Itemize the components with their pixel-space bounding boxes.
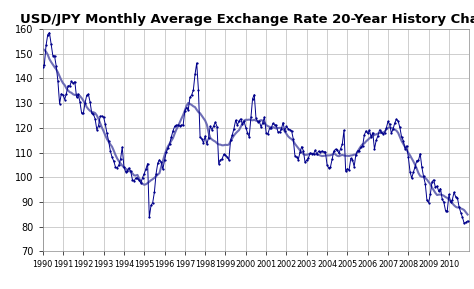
Title: USD/JPY Monthly Average Exchange Rate 20-Year History Chart: USD/JPY Monthly Average Exchange Rate 20… [20, 13, 474, 26]
